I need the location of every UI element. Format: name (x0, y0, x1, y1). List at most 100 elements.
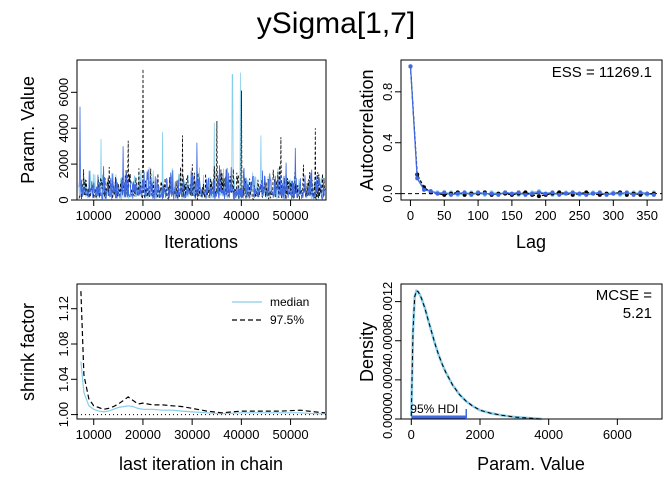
density-series-group: 95% HDI (401, 288, 662, 421)
trace-x-axis: 10000 20000 30000 40000 50000 (76, 200, 309, 223)
trace-panel: 10000 20000 30000 40000 50000 0200040006000 … (18, 59, 327, 252)
acf-point (476, 190, 481, 195)
acf-point (570, 190, 575, 195)
dens-x-tick-label: 2000 (466, 427, 495, 442)
acf-series-line (409, 66, 655, 196)
shrink-series-group (77, 291, 326, 416)
shrink-y-label: shrink factor (18, 303, 38, 401)
acf-x-tick-label: 250 (569, 208, 591, 223)
acf-point (618, 191, 623, 196)
shrink-x-tick-label: 50000 (272, 427, 308, 442)
trace-y-axis: 0 2000 4000 6000 (56, 78, 77, 204)
acf-point (509, 191, 514, 196)
hdi-label: 95% HDI (410, 402, 458, 416)
ess-annotation: ESS = 11269.1 (552, 64, 652, 81)
trace-y-tick-label: 4000 (56, 114, 71, 143)
acf-x-tick-label: 0 (407, 208, 414, 223)
acf-x-tick-label: 50 (437, 208, 451, 223)
acf-point (591, 191, 596, 196)
trace-y-tick-label: 6000 (56, 78, 71, 107)
dens-y-tick-label: 0.0012 (380, 282, 395, 322)
density-panel: 95% HDI 0 2000 4000 6000 0.00000.00040.0008… (357, 282, 663, 474)
acf-point (482, 191, 487, 196)
shrink-y-tick-label: 1.04 (56, 367, 71, 392)
acf-y-tick-label: 0.0 (380, 185, 395, 203)
shrink-legend: median 97.5% (232, 295, 309, 327)
acf-point (645, 191, 650, 196)
acf-point (550, 190, 555, 195)
acf-x-tick-label: 300 (602, 208, 624, 223)
shrink-y-tick-label: 1.12 (56, 296, 71, 321)
figure-title: ySigma[1,7] (257, 7, 415, 40)
acf-point (455, 191, 460, 196)
acf-point (408, 64, 413, 69)
trace-y-tick-label: 0 (56, 196, 71, 203)
acf-point (462, 190, 467, 195)
acf-point (530, 191, 535, 196)
mcse-label: MCSE = (596, 287, 653, 304)
mcse-value: 5.21 (623, 305, 652, 322)
acf-point (496, 192, 501, 197)
shrink-x-axis: 10000 20000 30000 40000 50000 (76, 419, 309, 442)
acf-point (415, 176, 420, 181)
acf-series-group (401, 64, 662, 199)
shrink-panel: 10000 20000 30000 40000 50000 1.001.041.081.… (18, 283, 327, 474)
acf-series-line (409, 66, 655, 196)
acf-point (543, 191, 548, 196)
acf-y-label: Autocorrelation (357, 69, 377, 190)
trace-y-tick-label: 2000 (56, 150, 71, 179)
acf-point (516, 190, 521, 195)
shrink-x-label: last iteration in chain (119, 454, 283, 474)
acf-point (449, 192, 454, 197)
trace-plot-frame (76, 59, 327, 201)
dens-y-tick-label: 0.0000 (380, 399, 395, 439)
trace-x-tick-label: 40000 (223, 208, 259, 223)
acf-point (536, 190, 541, 195)
acf-y-tick-label: 0.4 (380, 134, 395, 152)
acf-point (469, 192, 474, 197)
shrink-x-tick-label: 40000 (223, 427, 259, 442)
acf-point (604, 192, 609, 197)
acf-point (428, 189, 433, 194)
dens-x-tick-label: 0 (408, 427, 415, 442)
acf-point (584, 192, 589, 197)
trace-x-tick-label: 20000 (125, 208, 161, 223)
trace-y-label: Param. Value (18, 76, 38, 184)
acf-point (557, 192, 562, 197)
acf-y-tick-label: 0.8 (380, 83, 395, 101)
dens-x-tick-label: 6000 (603, 427, 632, 442)
acf-point (563, 191, 568, 196)
density-curve (410, 290, 542, 420)
shrink-x-tick-label: 10000 (76, 427, 112, 442)
density-curve (410, 288, 542, 421)
acf-y-axis: 0.0 0.4 0.8 (380, 83, 401, 203)
shrink-y-axis: 1.00 1.04 1.08 1.12 (56, 296, 77, 427)
acf-point (597, 190, 602, 195)
acf-point (523, 192, 528, 197)
shrink-plot-frame (76, 283, 327, 420)
acf-point (624, 190, 629, 195)
density-y-label: Density (357, 322, 377, 382)
acf-plot-frame (400, 59, 663, 201)
acf-point (435, 191, 440, 196)
acf-x-tick-label: 200 (535, 208, 557, 223)
trace-x-label: Iterations (164, 232, 238, 252)
acf-x-tick-label: 100 (467, 208, 489, 223)
acf-point (577, 191, 582, 196)
shrink-x-tick-label: 20000 (125, 427, 161, 442)
legend-median-label: median (270, 295, 309, 309)
trace-series-group (78, 68, 326, 201)
density-x-axis: 0 2000 4000 6000 (408, 419, 632, 442)
shrink-y-tick-label: 1.08 (56, 331, 71, 356)
acf-point (421, 187, 426, 192)
acf-point (631, 192, 636, 197)
shrink-x-tick-label: 30000 (174, 427, 210, 442)
acf-x-label: Lag (516, 232, 546, 252)
acf-series-line (409, 66, 654, 197)
acf-point (611, 191, 616, 196)
trace-x-tick-label: 10000 (76, 208, 112, 223)
trace-x-tick-label: 30000 (174, 208, 210, 223)
acf-point (651, 192, 656, 197)
acf-point (638, 190, 643, 195)
